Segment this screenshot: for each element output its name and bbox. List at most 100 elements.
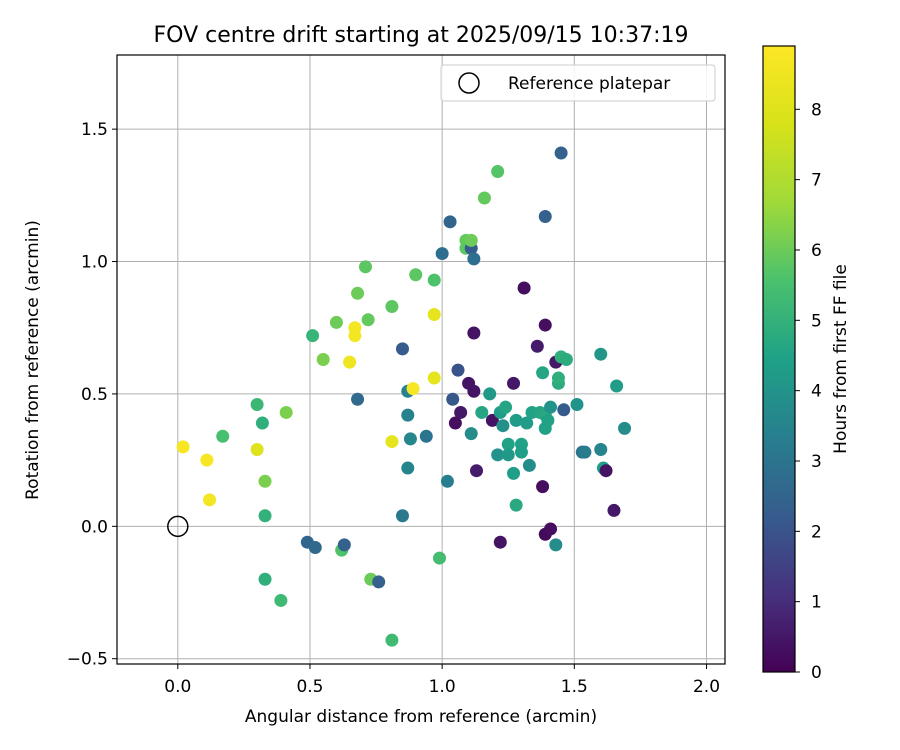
plot-frame — [116, 54, 726, 665]
data-point — [520, 416, 534, 430]
colorbar-ticks: 0 1 2 3 4 5 6 7 8 — [795, 100, 822, 683]
y-tick-label: 1.0 — [81, 253, 108, 273]
data-point — [507, 466, 521, 480]
y-tick-label: −0.5 — [67, 650, 108, 670]
data-point — [507, 376, 521, 390]
data-point — [517, 281, 531, 295]
data-point — [501, 437, 515, 451]
colorbar-tick-label: 8 — [811, 100, 822, 120]
x-tick-label: 2.0 — [693, 677, 720, 697]
colorbar: 0 1 2 3 4 5 6 7 8 Hours from first FF file — [762, 45, 851, 683]
data-point — [395, 509, 409, 523]
colorbar-tick-label: 6 — [811, 241, 822, 261]
data-point — [279, 405, 293, 419]
colorbar-label: Hours from first FF file — [831, 264, 851, 454]
data-point — [250, 443, 264, 457]
data-point — [446, 392, 460, 406]
data-point — [448, 416, 462, 430]
data-point — [361, 313, 375, 327]
data-point — [618, 421, 632, 435]
colorbar-tick-label: 3 — [811, 452, 822, 472]
data-point — [454, 405, 468, 419]
data-point — [493, 535, 507, 549]
data-point — [544, 400, 558, 414]
plot-area — [116, 54, 726, 665]
y-tick-label: 0.5 — [81, 385, 108, 405]
data-point — [536, 480, 550, 494]
data-point — [427, 307, 441, 321]
data-point — [551, 371, 565, 385]
data-point — [538, 210, 552, 224]
data-point — [316, 353, 330, 366]
legend-label: Reference platepar — [508, 74, 670, 94]
data-point — [464, 427, 478, 441]
y-axis-ticks: −0.5 0.0 0.5 1.0 1.5 — [67, 120, 117, 670]
data-point — [306, 329, 320, 343]
colorbar-tick-label: 0 — [811, 663, 822, 683]
data-point — [203, 493, 217, 507]
x-axis-ticks: 0.0 0.5 1.0 1.5 2.0 — [164, 664, 720, 697]
data-point — [467, 326, 481, 340]
colorbar-gradient — [762, 45, 796, 673]
data-point — [594, 443, 608, 457]
data-point — [610, 379, 624, 393]
data-point — [451, 363, 465, 377]
data-point — [443, 215, 457, 229]
data-point — [549, 538, 563, 552]
data-point — [343, 355, 357, 369]
data-point — [467, 252, 481, 266]
x-tick-label: 0.5 — [296, 677, 323, 697]
data-point — [594, 347, 608, 361]
data-point — [559, 353, 573, 366]
data-point — [509, 498, 523, 512]
data-point — [351, 392, 365, 406]
data-point — [427, 371, 441, 385]
data-point — [258, 474, 272, 488]
grid-lines — [117, 55, 725, 664]
data-point — [509, 413, 523, 427]
colorbar-tick-label: 4 — [811, 382, 822, 402]
legend-marker-icon — [458, 72, 480, 94]
data-point — [385, 300, 399, 314]
y-tick-label: 1.5 — [81, 120, 108, 140]
data-point — [385, 633, 399, 647]
data-point — [358, 260, 372, 274]
data-point — [329, 315, 343, 329]
data-point — [491, 448, 505, 462]
data-point — [536, 366, 550, 380]
data-point — [274, 593, 288, 607]
x-axis-label: Angular distance from reference (arcmin) — [245, 707, 597, 727]
data-point — [372, 575, 386, 589]
data-point — [514, 445, 528, 459]
data-point — [599, 464, 613, 478]
data-point — [258, 509, 272, 523]
plot-background — [117, 55, 725, 664]
data-point — [250, 398, 264, 412]
legend-box — [440, 64, 716, 102]
data-point — [258, 572, 272, 586]
data-point — [401, 408, 415, 422]
x-tick-label: 1.5 — [561, 677, 588, 697]
data-point — [348, 329, 362, 343]
data-point — [308, 540, 322, 554]
data-point — [409, 268, 423, 282]
y-tick-label: 0.0 — [81, 517, 108, 537]
scatter-points — [176, 146, 632, 647]
data-point — [385, 435, 399, 449]
data-point — [554, 146, 568, 160]
data-point — [467, 384, 481, 398]
x-tick-label: 0.0 — [164, 677, 191, 697]
data-point — [491, 165, 505, 179]
x-tick-label: 1.0 — [429, 677, 456, 697]
data-point — [522, 458, 536, 472]
y-axis-label: Rotation from reference (arcmin) — [23, 220, 43, 500]
data-point — [477, 191, 491, 205]
data-point — [255, 416, 269, 430]
colorbar-tick-label: 1 — [811, 593, 822, 613]
data-point — [435, 247, 449, 261]
data-point — [351, 286, 365, 300]
data-point — [496, 419, 510, 433]
data-point — [433, 551, 447, 565]
data-point — [470, 464, 484, 478]
